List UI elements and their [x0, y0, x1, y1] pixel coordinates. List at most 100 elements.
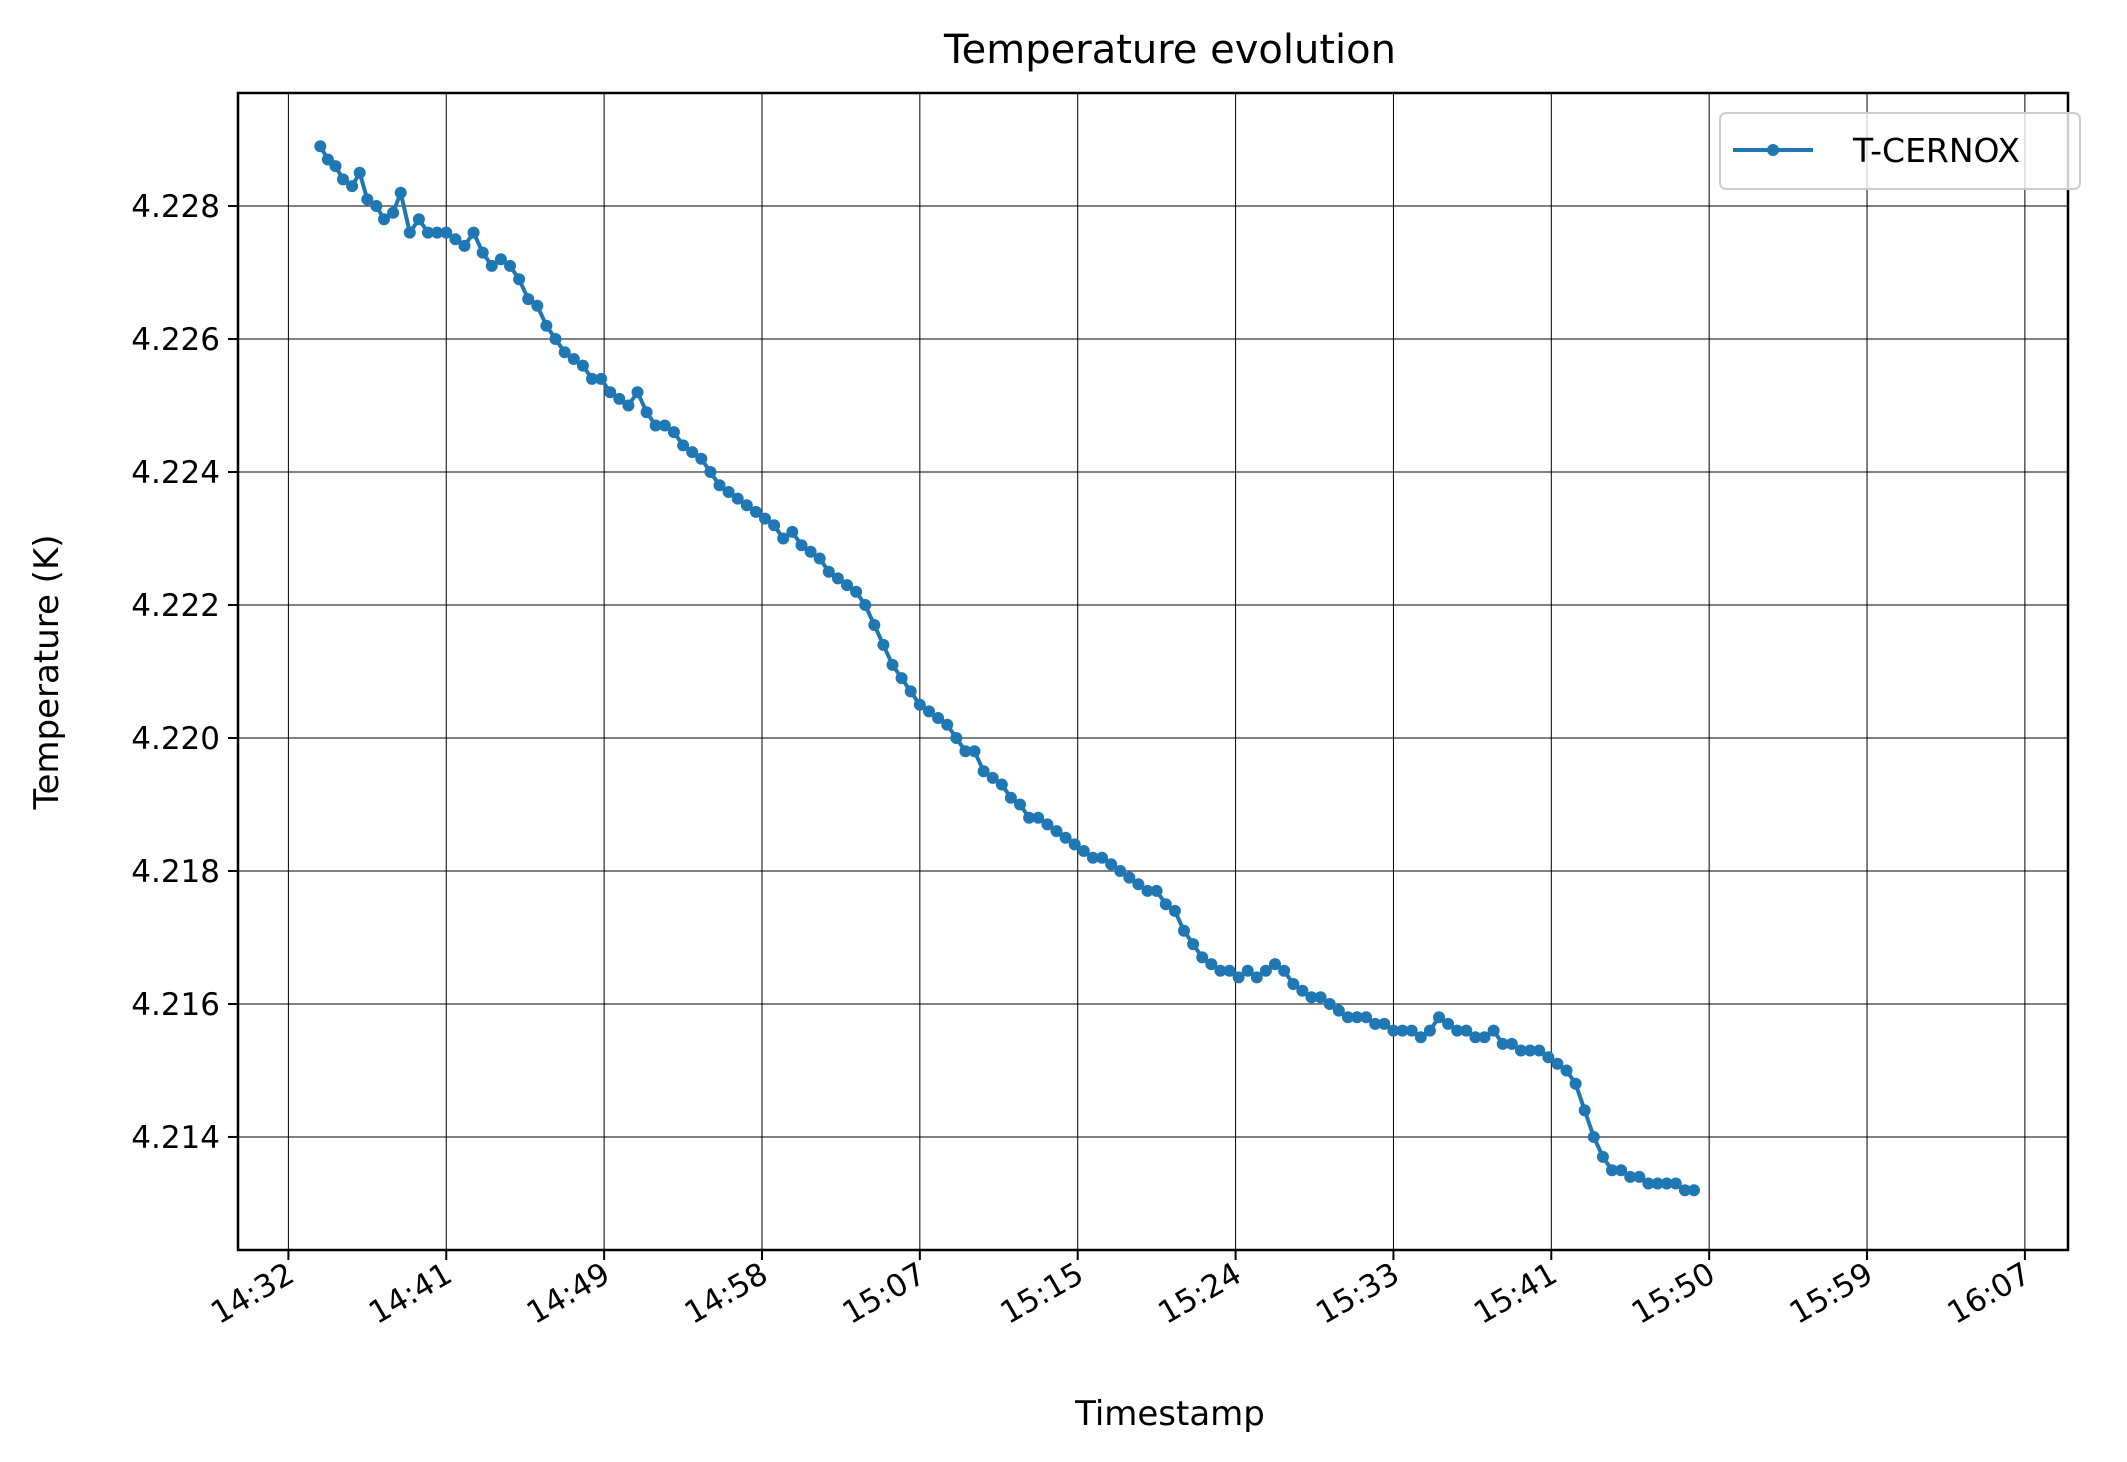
data-point [1159, 898, 1172, 911]
data-point [1023, 811, 1036, 824]
data-point [586, 372, 598, 385]
data-point [1414, 1031, 1427, 1044]
data-point [494, 253, 507, 266]
data-point [353, 166, 366, 179]
data-point [877, 638, 890, 651]
y-tick-label: 4.222 [131, 588, 220, 624]
data-point [822, 565, 835, 578]
data-point [950, 732, 963, 744]
data-point [986, 771, 999, 784]
data-point [531, 299, 544, 312]
data-point [1606, 1164, 1618, 1177]
data-point [1259, 964, 1272, 977]
data-point [1669, 1177, 1682, 1190]
data-point [378, 213, 390, 226]
data-point [458, 239, 471, 252]
data-point [968, 745, 981, 758]
data-point [1569, 1077, 1582, 1090]
data-point [1405, 1024, 1418, 1037]
data-point [1178, 924, 1190, 937]
y-tick-label: 4.228 [131, 189, 220, 225]
data-point [595, 372, 608, 385]
data-point [422, 226, 434, 239]
legend-label: T-CERNOX [1852, 131, 2020, 170]
data-point [786, 525, 799, 538]
legend-marker-swatch [1767, 144, 1779, 156]
chart-title: Temperature evolution [943, 27, 1396, 73]
data-point [1533, 1044, 1546, 1057]
data-point [394, 186, 407, 199]
data-point [604, 386, 617, 399]
data-point [1642, 1177, 1655, 1190]
data-point [977, 765, 990, 778]
data-point [449, 233, 462, 246]
data-point [1014, 798, 1026, 811]
legend-box [1719, 112, 2081, 190]
data-point [1296, 984, 1309, 997]
data-point [640, 406, 653, 419]
data-point [1250, 971, 1263, 984]
data-point [1232, 971, 1245, 984]
data-point [868, 619, 881, 631]
data-point [759, 512, 771, 525]
data-point [804, 545, 817, 558]
data-point [1077, 845, 1090, 857]
data-point [795, 539, 808, 552]
data-point [1168, 904, 1181, 917]
data-point [370, 200, 383, 212]
data-point [1068, 838, 1081, 851]
y-tick-label: 4.220 [131, 721, 220, 757]
data-point [504, 259, 516, 272]
data-series [314, 140, 1700, 1197]
data-point [959, 745, 972, 758]
data-point [1369, 1017, 1382, 1030]
data-point [1287, 978, 1300, 990]
data-point [1496, 1037, 1509, 1050]
data-point [713, 479, 726, 492]
data-point [513, 273, 526, 286]
data-point [412, 213, 425, 226]
data-point [923, 705, 935, 718]
data-point [1050, 825, 1063, 838]
data-point [1351, 1011, 1363, 1024]
data-point [667, 426, 680, 439]
data-point [1587, 1131, 1600, 1143]
data-point [777, 532, 790, 545]
data-point [1305, 991, 1318, 1004]
plot-frame [236, 91, 2070, 1252]
data-point [1514, 1044, 1527, 1057]
y-tick-label: 4.216 [131, 987, 220, 1023]
data-point [476, 246, 489, 259]
data-point [1487, 1024, 1500, 1037]
data-point [361, 193, 374, 206]
data-point [1314, 991, 1327, 1004]
data-point [387, 206, 400, 219]
y-tick-label: 4.218 [131, 854, 220, 890]
data-point [859, 599, 872, 611]
data-point [932, 712, 945, 724]
data-point [1105, 858, 1118, 871]
data-point [1578, 1104, 1591, 1117]
data-point [549, 333, 562, 345]
data-point [346, 180, 359, 193]
data-point [1141, 884, 1154, 897]
data-point [1096, 851, 1108, 864]
x-axis-title: Timestamp [1074, 1394, 1265, 1434]
data-point [1059, 831, 1072, 844]
data-point [1123, 871, 1136, 884]
data-point [1469, 1031, 1482, 1044]
data-point [440, 226, 453, 239]
data-point [1269, 958, 1281, 971]
data-point [1086, 851, 1099, 864]
data-point [1150, 884, 1163, 897]
data-point [1196, 951, 1209, 964]
data-point [1132, 878, 1145, 891]
data-point [1341, 1011, 1354, 1024]
data-point [622, 399, 635, 412]
data-point [631, 386, 644, 399]
data-point [1187, 938, 1200, 951]
data-point [1660, 1177, 1673, 1190]
data-point [677, 439, 690, 452]
data-point [1387, 1024, 1400, 1037]
